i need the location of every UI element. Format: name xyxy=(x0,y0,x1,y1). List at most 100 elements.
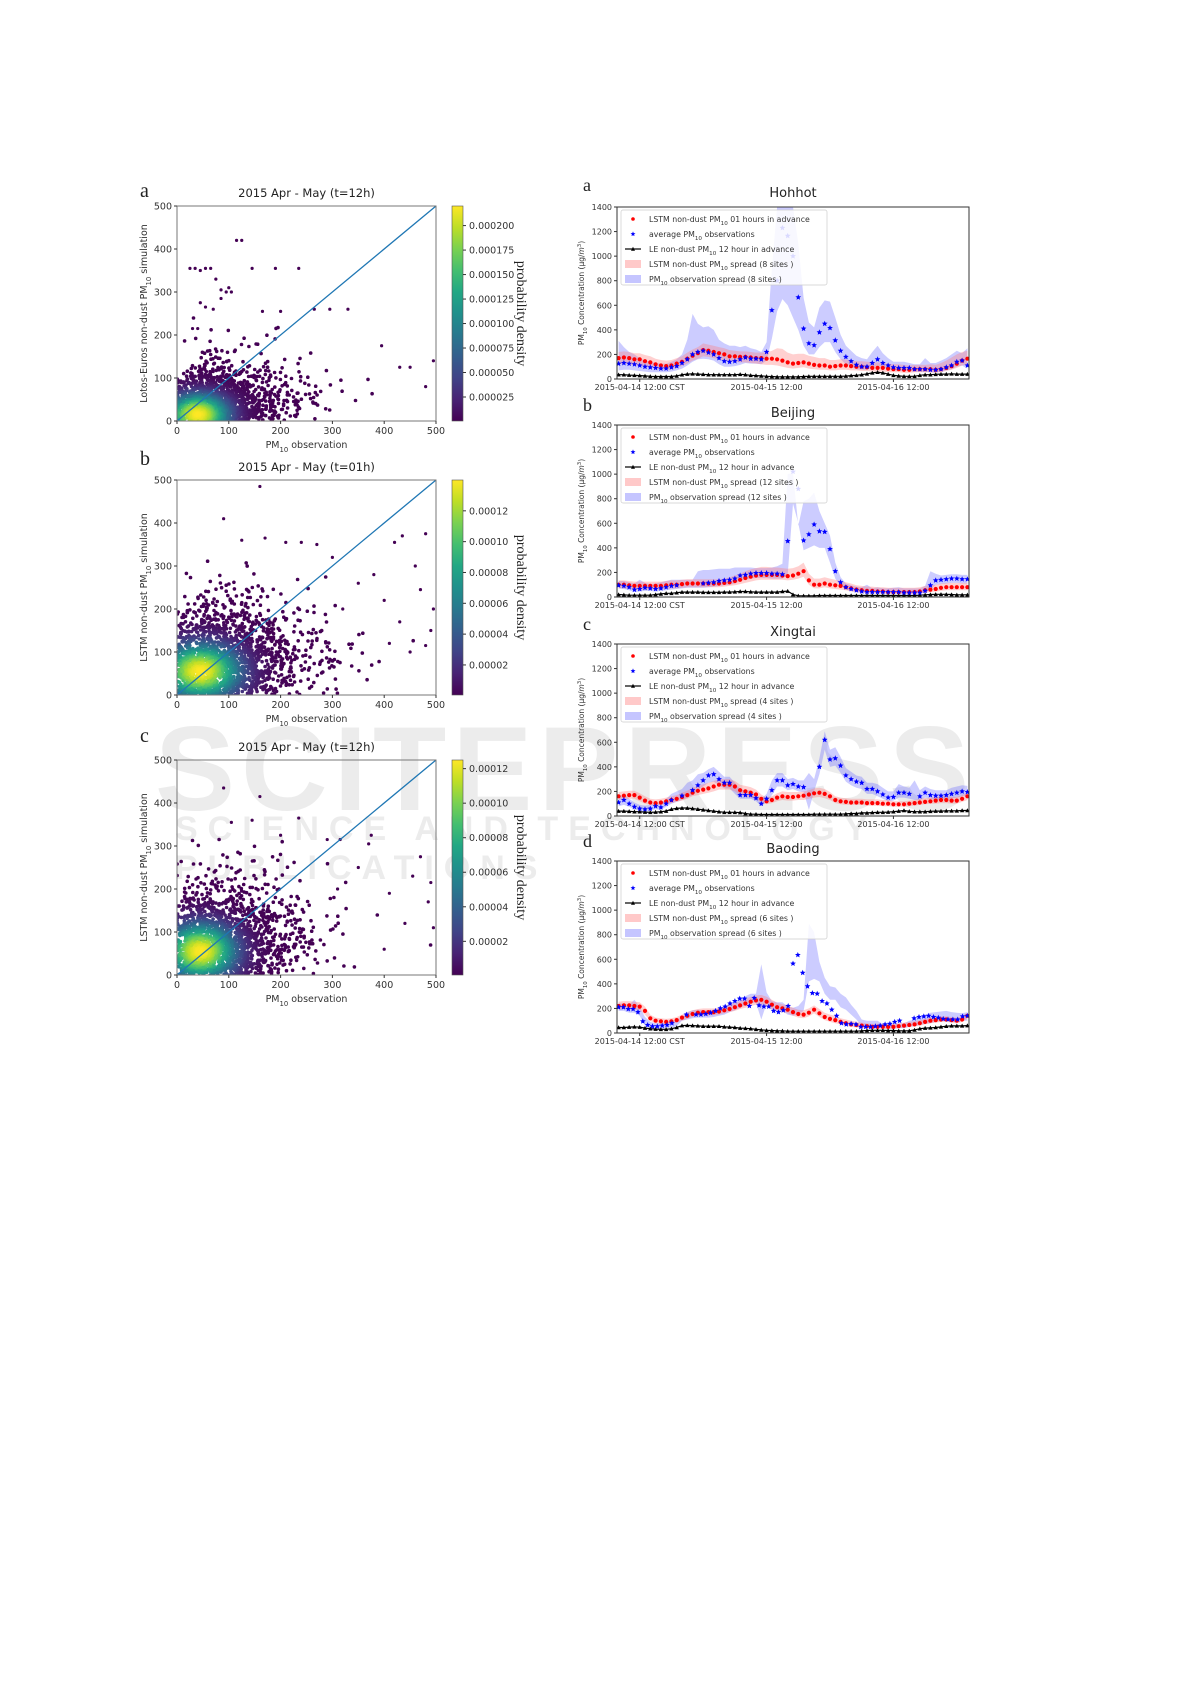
density-point xyxy=(257,374,262,379)
density-point xyxy=(206,678,210,683)
density-point xyxy=(219,614,223,618)
density-point xyxy=(261,960,266,964)
colorbar-tick-label: 0.00004 xyxy=(469,630,508,641)
density-point xyxy=(258,603,263,607)
density-point xyxy=(254,378,259,383)
density-point xyxy=(208,352,213,357)
density-point xyxy=(279,955,284,959)
density-point xyxy=(291,395,296,399)
density-point xyxy=(216,880,220,885)
x-tick-label: 200 xyxy=(272,700,290,711)
density-point xyxy=(209,328,213,332)
density-point xyxy=(286,908,291,912)
density-point xyxy=(185,906,189,910)
outlier-point xyxy=(424,385,428,389)
density-point xyxy=(284,655,289,660)
density-point xyxy=(180,908,184,912)
scatter-title: 2015 Apr - May (t=12h) xyxy=(238,186,375,200)
density-point xyxy=(264,936,268,940)
density-point xyxy=(260,380,265,385)
density-point xyxy=(219,630,224,635)
density-point xyxy=(252,936,257,941)
density-point xyxy=(309,645,313,650)
density-point xyxy=(298,379,303,383)
density-point xyxy=(250,903,255,908)
density-point xyxy=(275,962,279,967)
density-point xyxy=(263,664,267,669)
density-point xyxy=(264,658,269,663)
density-point xyxy=(313,417,317,421)
density-point xyxy=(258,947,263,952)
outlier-point xyxy=(198,301,202,305)
density-point xyxy=(265,941,270,946)
density-point xyxy=(223,375,228,380)
density-point xyxy=(240,610,244,614)
density-point xyxy=(254,877,258,881)
outlier-point xyxy=(408,650,412,654)
density-point xyxy=(228,626,233,631)
y-tick-label: 200 xyxy=(154,331,172,342)
density-point xyxy=(293,402,298,407)
density-points xyxy=(177,786,436,975)
density-point xyxy=(289,376,294,381)
density-point xyxy=(268,409,272,414)
density-point xyxy=(219,680,224,685)
density-point xyxy=(261,403,265,408)
density-point xyxy=(279,664,283,668)
density-point xyxy=(294,958,299,963)
density-point xyxy=(238,648,242,653)
density-point xyxy=(308,351,313,355)
density-point xyxy=(336,921,341,925)
density-point xyxy=(255,370,260,374)
density-point xyxy=(234,870,238,875)
density-point xyxy=(375,913,380,917)
density-point xyxy=(290,923,294,927)
density-point xyxy=(294,955,298,960)
density-point xyxy=(271,918,275,922)
density-point xyxy=(229,866,234,870)
density-point xyxy=(245,564,249,568)
density-point xyxy=(196,596,200,601)
density-point xyxy=(233,876,237,881)
density-point xyxy=(260,886,265,891)
density-point xyxy=(202,614,206,618)
density-point xyxy=(263,368,268,373)
density-point xyxy=(235,639,240,644)
density-point xyxy=(271,623,275,627)
density-point xyxy=(216,642,220,647)
density-point xyxy=(276,967,281,971)
density-point xyxy=(243,604,248,608)
density-point xyxy=(234,594,239,598)
density-point xyxy=(366,377,370,382)
density-point xyxy=(292,917,297,921)
density-point xyxy=(318,629,323,634)
density-point xyxy=(222,606,226,610)
density-point xyxy=(277,638,282,643)
density-point xyxy=(241,882,246,887)
density-point xyxy=(361,631,365,635)
density-point xyxy=(198,669,203,673)
density-point xyxy=(191,890,195,895)
density-point xyxy=(315,638,319,643)
density-point xyxy=(258,970,263,975)
density-point xyxy=(245,370,249,374)
density-point xyxy=(291,674,296,679)
density-point xyxy=(288,903,293,907)
density-point xyxy=(289,958,293,962)
density-point xyxy=(264,891,269,895)
density-point xyxy=(227,582,231,586)
density-point xyxy=(349,646,353,651)
density-point xyxy=(297,370,301,374)
density-point xyxy=(232,889,237,893)
density-point xyxy=(247,589,251,594)
density-point xyxy=(208,888,213,892)
density-point xyxy=(201,595,206,599)
density-point xyxy=(254,656,258,661)
density-point xyxy=(245,397,250,402)
axes-frame xyxy=(176,479,437,696)
density-point xyxy=(266,904,271,908)
density-point xyxy=(261,418,265,421)
density-point xyxy=(177,381,180,385)
density-point xyxy=(303,381,307,386)
density-point xyxy=(256,951,260,956)
